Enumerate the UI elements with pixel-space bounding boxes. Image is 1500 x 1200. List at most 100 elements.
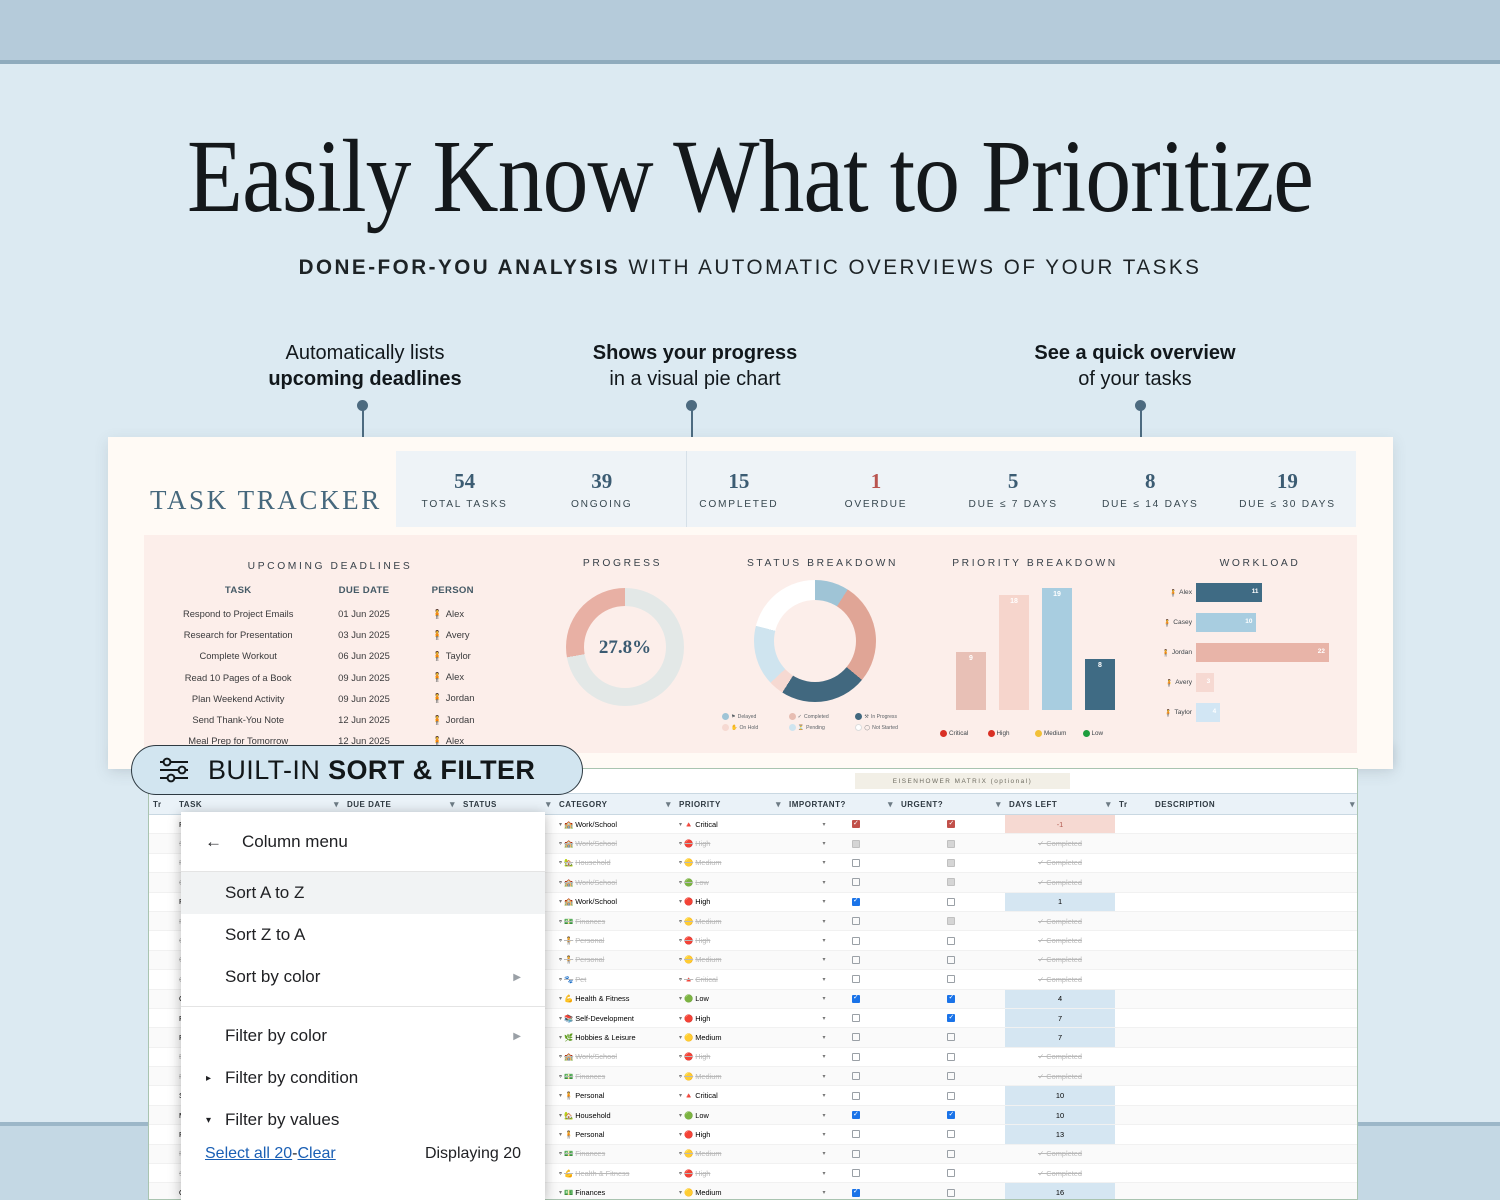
dropdown-caret-icon[interactable]: ▾	[822, 938, 826, 945]
dropdown-caret-icon[interactable]: ▾	[679, 1034, 683, 1041]
dropdown-caret-icon[interactable]: ▾	[822, 1112, 826, 1119]
urgent-checkbox[interactable]	[947, 1072, 955, 1081]
dropdown-caret-icon[interactable]: ▾	[679, 957, 683, 964]
back-arrow-icon[interactable]: ←	[205, 831, 222, 851]
dropdown-caret-icon[interactable]: ▾	[559, 1093, 563, 1100]
urgent-checkbox[interactable]	[947, 936, 955, 945]
dropdown-caret-icon[interactable]: ▾	[822, 957, 826, 964]
dropdown-caret-icon[interactable]: ▾	[822, 899, 826, 906]
urgent-checkbox[interactable]	[947, 1130, 955, 1139]
important-checkbox[interactable]	[851, 936, 860, 945]
dropdown-caret-icon[interactable]: ▾	[679, 1170, 683, 1177]
urgent-checkbox[interactable]	[947, 917, 955, 926]
dropdown-caret-icon[interactable]: ▾	[559, 1131, 563, 1138]
urgent-checkbox[interactable]	[947, 897, 955, 906]
submenu-arrow-icon[interactable]: ▶	[513, 971, 521, 983]
spreadsheet-header-row[interactable]: Tr TASK ▾ DUE DATE ▾ STATUS ▾ CATEGORY ▾…	[149, 793, 1357, 815]
filter-icon[interactable]: ▾	[995, 798, 1001, 809]
dropdown-caret-icon[interactable]: ▾	[822, 1170, 826, 1177]
filter-icon[interactable]: ▾	[1349, 798, 1355, 809]
dropdown-caret-icon[interactable]: ▾	[822, 976, 826, 983]
menu-item-sort-by-color[interactable]: Sort by color ▶	[181, 956, 545, 998]
urgent-checkbox[interactable]	[947, 839, 955, 848]
clear-link[interactable]: Clear	[297, 1145, 336, 1162]
dropdown-caret-icon[interactable]: ▾	[679, 879, 683, 886]
dropdown-caret-icon[interactable]: ▾	[559, 841, 563, 848]
important-checkbox[interactable]	[851, 1149, 860, 1158]
dropdown-caret-icon[interactable]: ▾	[559, 1073, 563, 1080]
dropdown-caret-icon[interactable]: ▾	[679, 918, 683, 925]
dropdown-caret-icon[interactable]: ▾	[679, 976, 683, 983]
dropdown-caret-icon[interactable]: ▾	[679, 1151, 683, 1158]
column-menu-items[interactable]: Sort A to Z Sort Z to A Sort by color ▶ …	[181, 872, 545, 1141]
important-checkbox[interactable]	[851, 993, 860, 1003]
filter-icon[interactable]: ▾	[449, 798, 455, 809]
dropdown-caret-icon[interactable]: ▾	[559, 938, 563, 945]
dropdown-caret-icon[interactable]: ▾	[679, 1073, 683, 1080]
dropdown-caret-icon[interactable]: ▾	[679, 1112, 683, 1119]
dropdown-caret-icon[interactable]: ▾	[679, 841, 683, 848]
dropdown-caret-icon[interactable]: ▾	[822, 1015, 826, 1022]
important-checkbox[interactable]	[851, 1110, 860, 1120]
urgent-checkbox[interactable]	[947, 955, 955, 964]
menu-item-sort-a-to-z[interactable]: Sort A to Z	[181, 872, 545, 914]
expander-icon[interactable]: ▾	[206, 1114, 212, 1126]
filter-icon[interactable]: ▾	[775, 798, 781, 809]
urgent-checkbox[interactable]	[947, 993, 955, 1003]
column-header-description[interactable]: DESCRIPTION ▾	[1151, 794, 1357, 814]
dropdown-caret-icon[interactable]: ▾	[559, 821, 563, 828]
dropdown-caret-icon[interactable]: ▾	[822, 1093, 826, 1100]
column-menu-footer[interactable]: Select all 20 - Clear Displaying 20	[181, 1141, 545, 1167]
menu-item-filter-by-condition[interactable]: ▸ Filter by condition	[181, 1057, 545, 1099]
important-checkbox[interactable]	[851, 1052, 860, 1061]
column-header-tr[interactable]: Tr	[1115, 794, 1151, 814]
urgent-checkbox[interactable]	[947, 975, 955, 984]
dropdown-caret-icon[interactable]: ▾	[822, 1151, 826, 1158]
important-checkbox[interactable]	[851, 975, 860, 984]
dropdown-caret-icon[interactable]: ▾	[559, 1112, 563, 1119]
column-header-important-[interactable]: IMPORTANT? ▾	[785, 794, 897, 814]
column-header-tr[interactable]: Tr	[149, 794, 175, 814]
important-checkbox[interactable]	[851, 819, 860, 829]
filter-icon[interactable]: ▾	[887, 798, 893, 809]
urgent-checkbox[interactable]	[947, 1169, 955, 1178]
important-checkbox[interactable]	[851, 1169, 860, 1178]
dropdown-caret-icon[interactable]: ▾	[559, 1190, 563, 1197]
dropdown-caret-icon[interactable]: ▾	[559, 1034, 563, 1041]
submenu-arrow-icon[interactable]: ▶	[513, 1030, 521, 1042]
important-checkbox[interactable]	[851, 1187, 860, 1197]
dropdown-caret-icon[interactable]: ▾	[822, 841, 826, 848]
dropdown-caret-icon[interactable]: ▾	[822, 860, 826, 867]
column-header-urgent-[interactable]: URGENT? ▾	[897, 794, 1005, 814]
important-checkbox[interactable]	[851, 1091, 860, 1100]
column-header-category[interactable]: CATEGORY ▾	[555, 794, 675, 814]
dropdown-caret-icon[interactable]: ▾	[822, 1073, 826, 1080]
dropdown-caret-icon[interactable]: ▾	[559, 1015, 563, 1022]
urgent-checkbox[interactable]	[947, 1091, 955, 1100]
important-checkbox[interactable]	[851, 955, 860, 964]
urgent-checkbox[interactable]	[947, 858, 955, 867]
dropdown-caret-icon[interactable]: ▾	[679, 938, 683, 945]
dropdown-caret-icon[interactable]: ▾	[822, 918, 826, 925]
filter-icon[interactable]: ▾	[545, 798, 551, 809]
dropdown-caret-icon[interactable]: ▾	[822, 996, 826, 1003]
menu-item-sort-z-to-a[interactable]: Sort Z to A	[181, 914, 545, 956]
urgent-checkbox[interactable]	[947, 1149, 955, 1158]
important-checkbox[interactable]	[851, 1130, 860, 1139]
important-checkbox[interactable]	[851, 1072, 860, 1081]
menu-item-filter-by-values[interactable]: ▾ Filter by values	[181, 1099, 545, 1141]
column-header-days-left[interactable]: DAYS LEFT ▾	[1005, 794, 1115, 814]
filter-icon[interactable]: ▾	[1105, 798, 1111, 809]
column-header-due-date[interactable]: DUE DATE ▾	[343, 794, 459, 814]
dropdown-caret-icon[interactable]: ▾	[679, 1015, 683, 1022]
urgent-checkbox[interactable]	[947, 878, 955, 887]
dropdown-caret-icon[interactable]: ▾	[679, 1190, 683, 1197]
urgent-checkbox[interactable]	[947, 1013, 955, 1023]
dropdown-caret-icon[interactable]: ▾	[559, 976, 563, 983]
dropdown-caret-icon[interactable]: ▾	[559, 957, 563, 964]
important-checkbox[interactable]	[851, 896, 860, 906]
dropdown-caret-icon[interactable]: ▾	[559, 860, 563, 867]
select-all-link[interactable]: Select all 20	[205, 1145, 293, 1162]
urgent-checkbox[interactable]	[947, 1033, 955, 1042]
important-checkbox[interactable]	[851, 917, 860, 926]
